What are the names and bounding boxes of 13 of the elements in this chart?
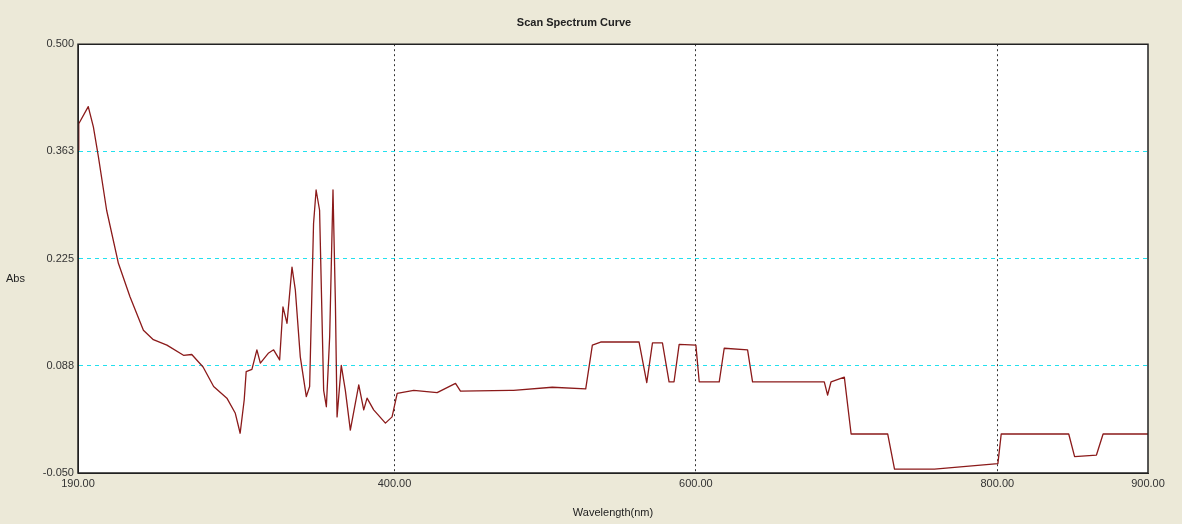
x-tick-label: 800.00 — [980, 476, 1015, 489]
y-axis-title: Abs — [6, 272, 25, 284]
chart-title: Scan Spectrum Curve — [516, 15, 632, 28]
x-axis-title: Wavelength(nm) — [572, 506, 654, 519]
x-tick-label: 400.00 — [377, 476, 412, 489]
x-tick-label: 600.00 — [679, 476, 713, 489]
y-tick-label: 0.500 — [46, 37, 74, 50]
y-tick-label: 0.363 — [46, 144, 74, 157]
y-tick-label: 0.088 — [46, 358, 74, 371]
y-tick-label: -0.050 — [42, 466, 74, 479]
x-tick-label: 900.00 — [1131, 476, 1165, 489]
x-tick-label: 190.00 — [61, 476, 95, 489]
y-tick-label: 0.225 — [46, 251, 74, 264]
